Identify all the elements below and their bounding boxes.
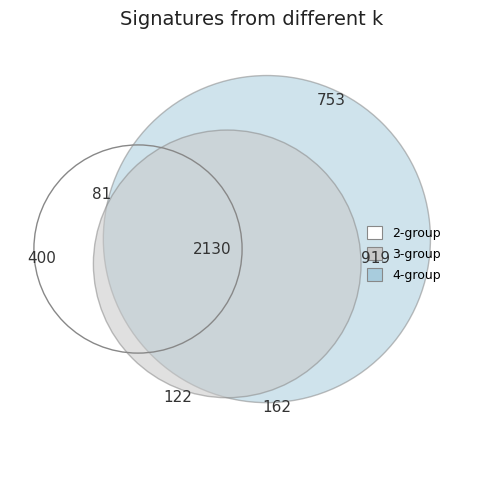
Text: 400: 400 <box>27 251 56 267</box>
Text: 2130: 2130 <box>193 241 232 257</box>
Circle shape <box>103 76 430 403</box>
Text: 122: 122 <box>163 390 192 405</box>
Circle shape <box>93 130 361 398</box>
Text: 81: 81 <box>92 187 111 202</box>
Text: 919: 919 <box>361 251 391 267</box>
Legend: 2-group, 3-group, 4-group: 2-group, 3-group, 4-group <box>367 226 441 282</box>
Text: 753: 753 <box>317 93 346 108</box>
Title: Signatures from different k: Signatures from different k <box>120 10 384 29</box>
Text: 162: 162 <box>262 400 291 415</box>
